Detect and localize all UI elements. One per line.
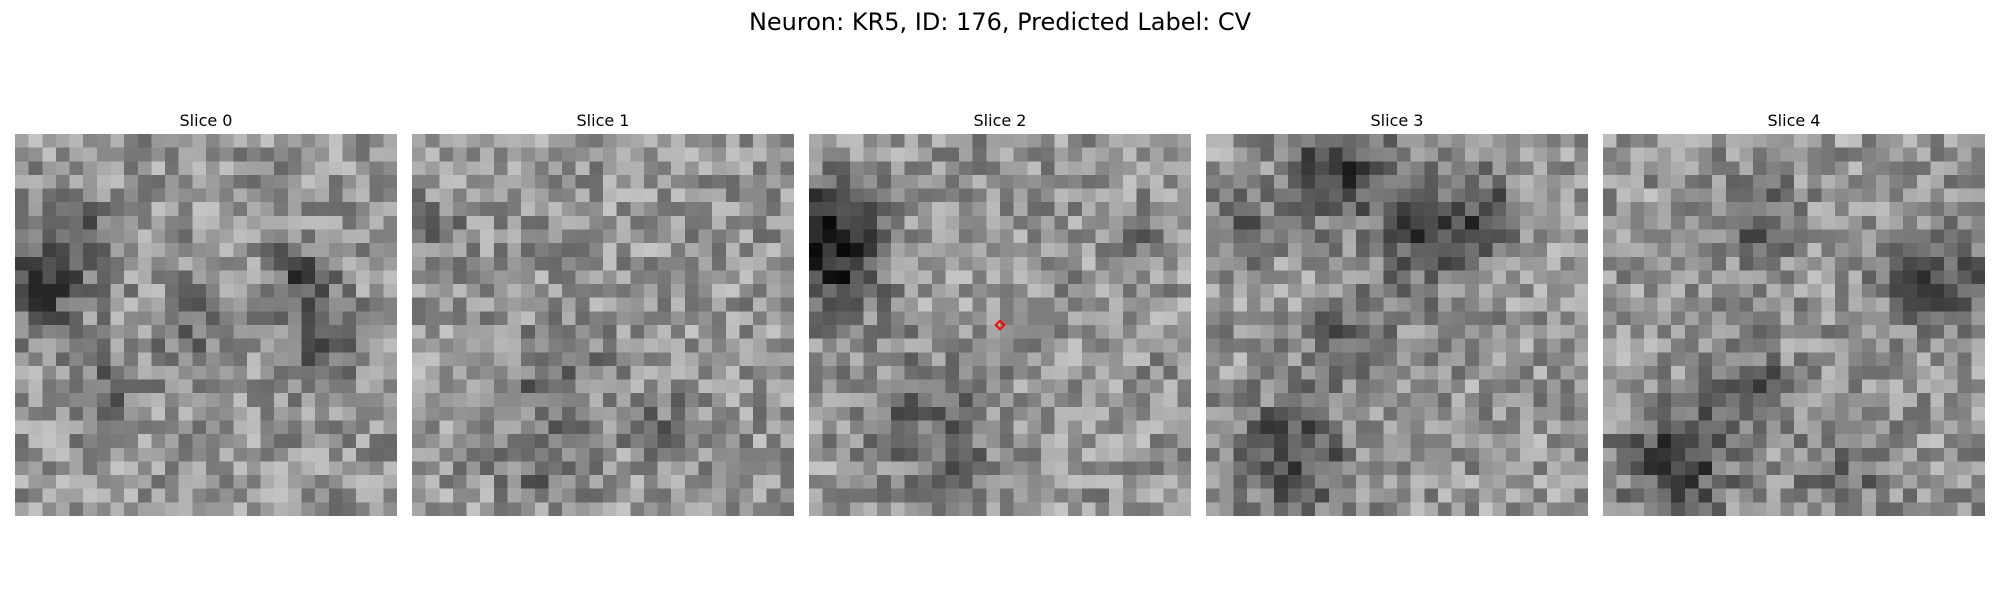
slice-title: Slice 1 — [576, 111, 630, 130]
slice-image — [15, 134, 397, 516]
slice-title: Slice 0 — [179, 111, 233, 130]
figure-title: Neuron: KR5, ID: 176, Predicted Label: C… — [748, 8, 1252, 36]
slice-panel-2: Slice 2 — [809, 108, 1191, 516]
slice-image — [809, 134, 1191, 516]
slice-image — [412, 134, 794, 516]
slice-title: Slice 2 — [973, 111, 1027, 130]
slice-panel-4: Slice 4 — [1603, 108, 1985, 516]
slice-title: Slice 4 — [1767, 111, 1821, 130]
slice-panel-0: Slice 0 — [15, 108, 397, 516]
slice-image — [1603, 134, 1985, 516]
slice-panel-1: Slice 1 — [412, 108, 794, 516]
slice-title: Slice 3 — [1370, 111, 1424, 130]
slice-image — [1206, 134, 1588, 516]
slice-panel-3: Slice 3 — [1206, 108, 1588, 516]
